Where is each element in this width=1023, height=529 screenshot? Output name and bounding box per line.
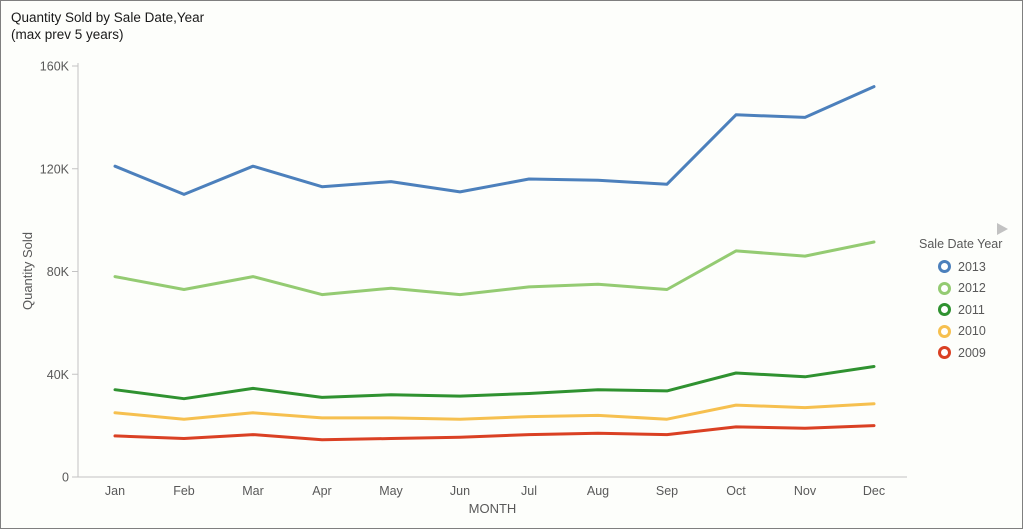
legend-title: Sale Date Year <box>919 237 1003 251</box>
x-tick-label: Jun <box>450 484 470 498</box>
legend-item-label: 2012 <box>958 281 986 296</box>
x-tick-label: Jul <box>521 484 537 498</box>
series-line-2013[interactable] <box>113 85 876 196</box>
series-line-2011[interactable] <box>113 365 876 401</box>
x-tick-label: Dec <box>863 484 885 498</box>
series-line-2012[interactable] <box>113 240 876 297</box>
chart-title-block: Quantity Sold by Sale Date,Year (max pre… <box>11 9 204 43</box>
x-tick-label: May <box>379 484 403 498</box>
y-tick-label: 40K <box>47 368 70 382</box>
legend-marker-2013-icon <box>938 260 951 274</box>
x-tick-label: Aug <box>587 484 609 498</box>
series-line-2010[interactable] <box>113 402 876 421</box>
y-tick-label: 160K <box>40 60 70 74</box>
x-tick-label: Oct <box>726 484 746 498</box>
x-tick-label: Feb <box>173 484 195 498</box>
legend-item-2013[interactable]: 2013 <box>938 256 986 278</box>
x-tick-label: Apr <box>312 484 331 498</box>
x-tick-label: Sep <box>656 484 678 498</box>
legend-item-2009[interactable]: 2009 <box>938 342 986 364</box>
legend-marker-2011-icon <box>938 303 951 317</box>
legend-item-2010[interactable]: 2010 <box>938 321 986 343</box>
legend-item-label: 2011 <box>958 302 985 317</box>
series-line-2009[interactable] <box>113 424 876 442</box>
chart-title: Quantity Sold by Sale Date,Year <box>11 10 205 25</box>
x-axis-title: MONTH <box>469 501 517 516</box>
x-tick-label: Jan <box>105 484 125 498</box>
y-tick-label: 80K <box>47 265 70 279</box>
x-tick-label: Nov <box>794 484 817 498</box>
x-tick-label: Mar <box>242 484 264 498</box>
legend-item-label: 2013 <box>958 259 986 274</box>
legend-marker-2012-icon <box>938 281 951 295</box>
legend-item-2012[interactable]: 2012 <box>938 278 986 300</box>
legend-marker-2010-icon <box>938 324 951 338</box>
legend-item-label: 2009 <box>958 345 986 360</box>
legend-marker-2009-icon <box>938 346 951 360</box>
legend-item-2011[interactable]: 2011 <box>938 299 986 321</box>
legend-items: 2013 2012 2011 2010 2009 <box>938 256 986 364</box>
y-axis-title: Quantity Sold <box>20 232 35 310</box>
y-tick-label: 120K <box>40 162 70 176</box>
legend-item-label: 2010 <box>958 324 986 339</box>
chart-subtitle: (max prev 5 years) <box>11 27 124 42</box>
y-tick-label: 0 <box>62 471 69 485</box>
legend-expand-arrow-icon[interactable] <box>997 223 1008 235</box>
